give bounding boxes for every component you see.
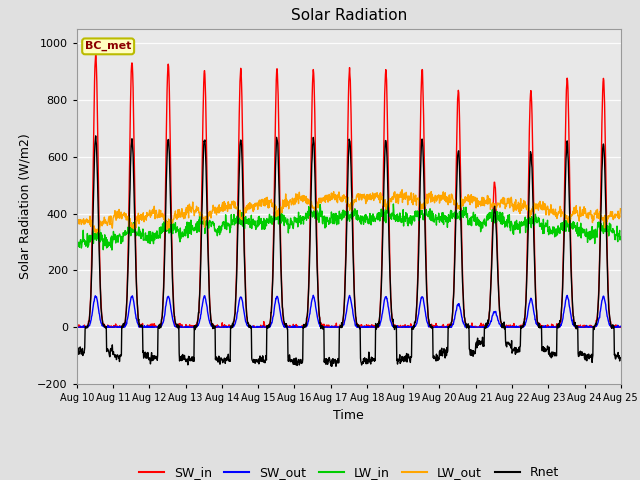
Rnet — [73, 350, 81, 356]
SW_out — [74, 324, 82, 330]
LW_out — [194, 206, 202, 212]
SW_in — [73, 324, 81, 329]
Line: LW_in: LW_in — [77, 204, 620, 250]
SW_out — [616, 324, 624, 329]
SW_out — [553, 324, 561, 330]
Line: Rnet: Rnet — [77, 136, 620, 366]
LW_out — [553, 210, 561, 216]
Rnet — [328, 363, 335, 369]
SW_out — [181, 324, 189, 330]
SW_out — [73, 324, 81, 330]
LW_in — [194, 225, 202, 230]
SW_in — [195, 313, 202, 319]
SW_in — [74, 324, 81, 330]
Rnet — [616, 355, 624, 361]
SW_out — [194, 323, 202, 328]
Text: BC_met: BC_met — [85, 41, 131, 51]
LW_out — [616, 206, 624, 212]
LW_in — [108, 247, 116, 253]
LW_in — [553, 231, 561, 237]
SW_out — [505, 324, 513, 330]
LW_out — [93, 230, 100, 236]
Line: LW_out: LW_out — [77, 190, 620, 233]
Rnet — [181, 356, 189, 361]
LW_out — [255, 202, 263, 208]
SW_out — [434, 324, 442, 330]
Title: Solar Radiation: Solar Radiation — [291, 9, 407, 24]
SW_out — [255, 324, 263, 330]
Rnet — [434, 358, 442, 363]
LW_in — [181, 230, 189, 236]
Line: SW_in: SW_in — [77, 54, 620, 327]
Rnet — [194, 315, 202, 321]
SW_in — [92, 51, 100, 57]
Line: SW_out: SW_out — [77, 295, 620, 327]
LW_in — [73, 240, 81, 245]
LW_in — [255, 222, 263, 228]
LW_in — [616, 234, 624, 240]
LW_out — [505, 195, 513, 201]
SW_in — [255, 324, 263, 329]
Y-axis label: Solar Radiation (W/m2): Solar Radiation (W/m2) — [19, 133, 32, 279]
Rnet — [553, 353, 561, 359]
SW_in — [553, 322, 561, 327]
Legend: SW_in, SW_out, LW_in, LW_out, Rnet: SW_in, SW_out, LW_in, LW_out, Rnet — [134, 461, 564, 480]
SW_in — [616, 324, 624, 330]
SW_out — [310, 292, 317, 298]
SW_in — [181, 324, 189, 330]
Rnet — [255, 361, 263, 367]
SW_in — [505, 324, 513, 330]
X-axis label: Time: Time — [333, 408, 364, 421]
LW_out — [398, 187, 406, 192]
Rnet — [505, 339, 513, 345]
LW_out — [181, 212, 189, 218]
LW_in — [434, 215, 442, 220]
Rnet — [92, 133, 100, 139]
LW_in — [390, 201, 397, 207]
SW_in — [434, 323, 442, 329]
LW_out — [73, 218, 81, 224]
LW_in — [505, 220, 513, 226]
LW_out — [434, 193, 442, 199]
